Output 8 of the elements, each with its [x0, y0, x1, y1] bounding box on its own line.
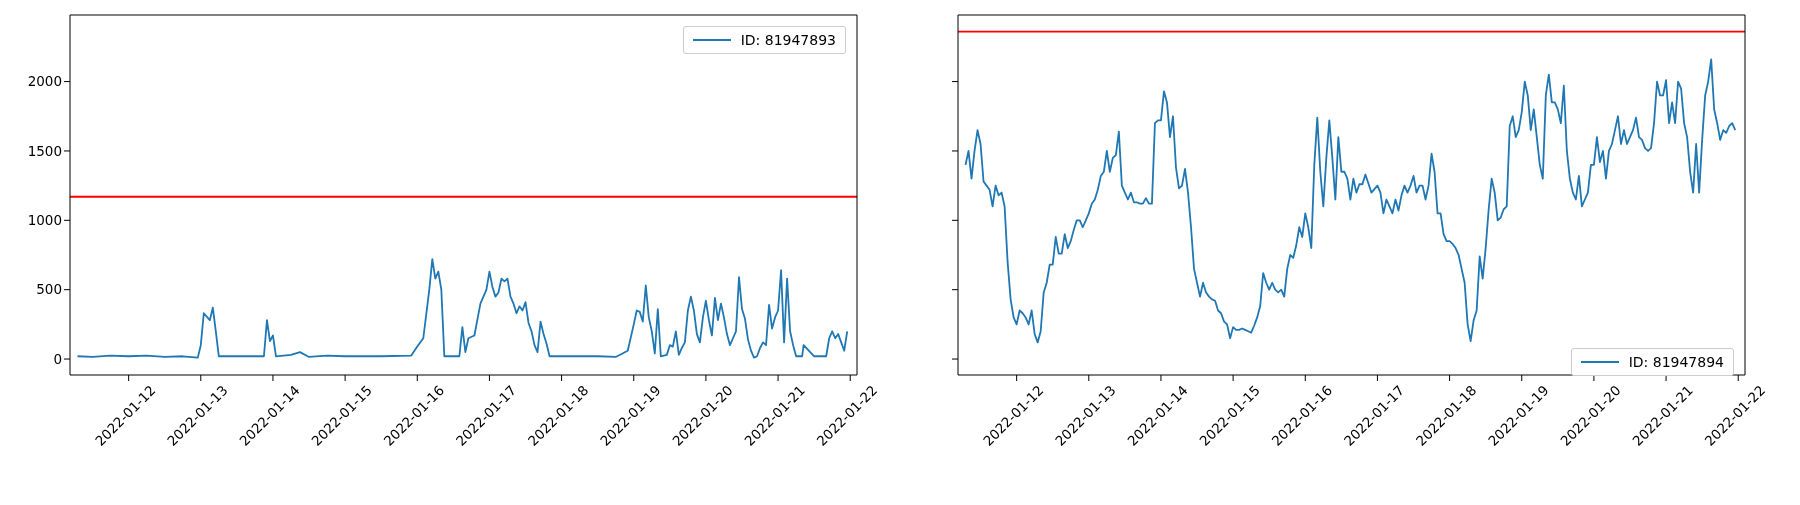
y-tick-label: 1500	[27, 142, 62, 159]
y-tick-label: 1000	[27, 212, 62, 229]
y-tick-label: 500	[36, 281, 62, 298]
y-tick-label: 2000	[27, 73, 62, 90]
y-tick-label: 0	[53, 350, 62, 367]
legend-label: ID: 81947893	[740, 32, 836, 48]
line-series	[76, 258, 849, 359]
legend-label: ID: 81947894	[1628, 354, 1724, 370]
